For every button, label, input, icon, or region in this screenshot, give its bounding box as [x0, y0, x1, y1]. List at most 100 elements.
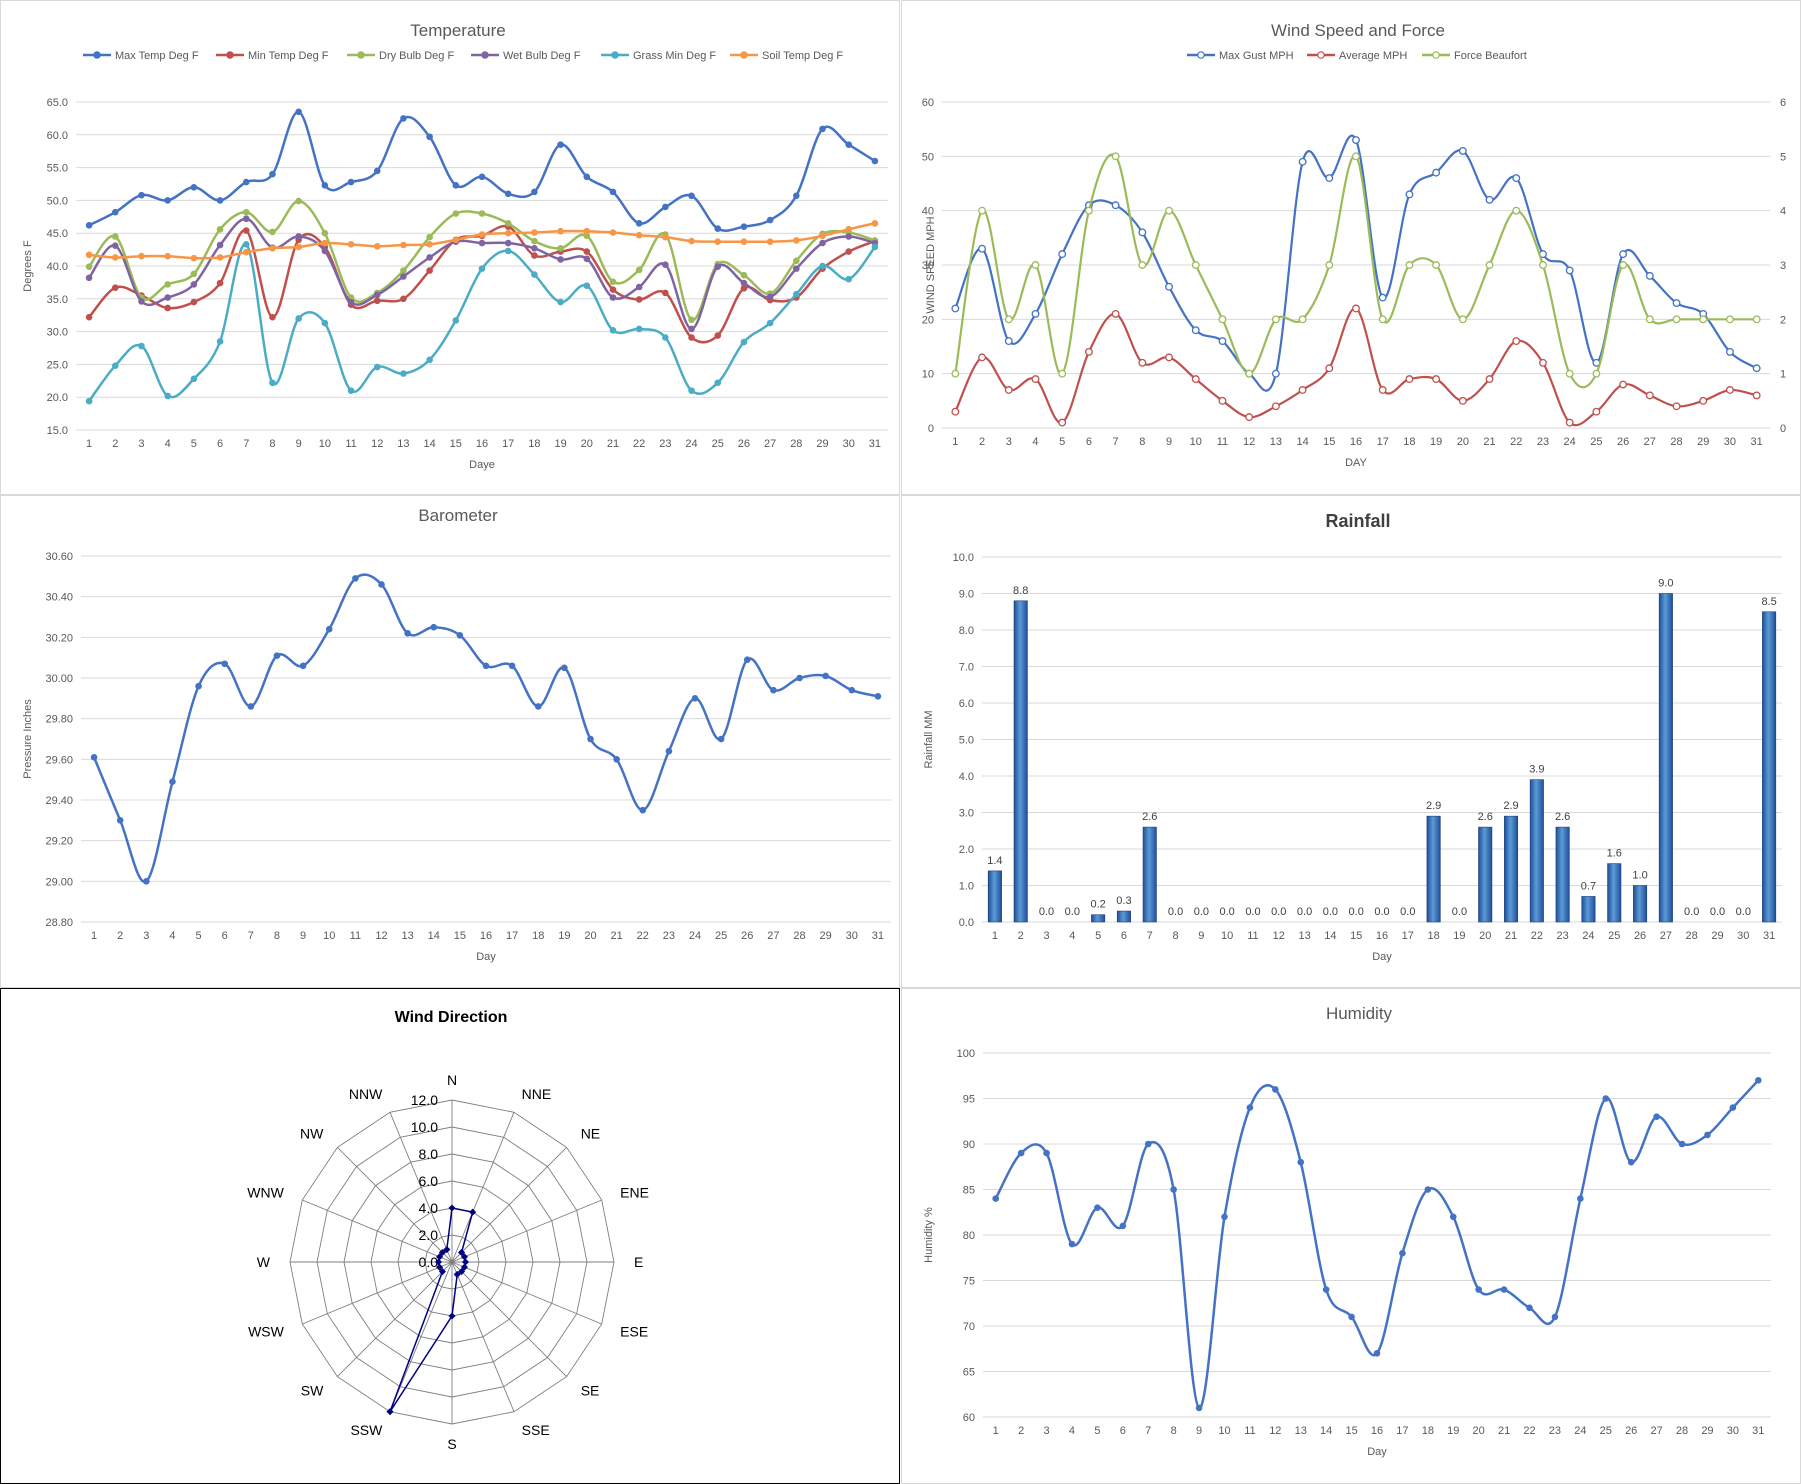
data-point [164, 197, 171, 204]
x-tick-label: 18 [1422, 1425, 1434, 1437]
wind-chart-panel: Wind Speed and Force 0 10 20 30 40 50 60 0 1 2 3 4 5 6… [901, 0, 1801, 495]
y-tick-label: 1.0 [959, 881, 974, 893]
data-point [1218, 396, 1227, 405]
x-tick-label: 30 [843, 438, 855, 450]
data-point [347, 298, 355, 306]
data-point [1592, 369, 1601, 378]
data-point [609, 326, 617, 334]
data-point [164, 281, 171, 288]
x-tick-label: 3 [1043, 930, 1049, 942]
data-point [992, 1195, 1000, 1202]
rainfall-bar [987, 870, 1002, 923]
radar-spoke [451, 1112, 515, 1263]
x-tick-label: 2 [117, 930, 123, 942]
data-label: 0.0 [1684, 906, 1699, 918]
data-point [1500, 1286, 1508, 1293]
rainfall-bar [1478, 826, 1493, 923]
legend-label: Force Beaufort [1454, 50, 1527, 62]
data-point [85, 263, 93, 270]
x-tick-label: 3 [138, 438, 144, 450]
data-point [587, 735, 594, 743]
data-point [740, 223, 748, 230]
x-tick-label: 9 [1198, 930, 1204, 942]
data-point [85, 397, 93, 405]
data-point [1043, 1149, 1050, 1157]
direction-label: ESE [620, 1324, 648, 1340]
data-point [85, 251, 93, 259]
x-tick-label: 29 [816, 438, 828, 450]
data-point [639, 806, 647, 814]
data-point [504, 247, 512, 255]
rainfall-bar [1658, 593, 1673, 923]
y-tick-label: 30 [922, 260, 934, 272]
y-tick-label: 95 [963, 1094, 975, 1106]
data-point [819, 232, 826, 240]
data-point [111, 362, 119, 370]
data-point [190, 298, 198, 306]
series-line [954, 134, 1758, 392]
x-tick-label: 11 [1217, 436, 1228, 448]
y-tick-label: 65.0 [47, 97, 68, 109]
data-point [1645, 271, 1654, 280]
data-point [635, 266, 643, 274]
x-tick-label: 30 [1724, 436, 1736, 448]
x-tick-label: 24 [1574, 1425, 1586, 1437]
radial-tick-label: 4.0 [419, 1200, 439, 1216]
rainfall-bar [1762, 611, 1777, 923]
data-point [635, 283, 643, 291]
data-point [138, 342, 145, 350]
x-tick-label: 14 [428, 930, 440, 942]
data-point [1729, 1104, 1737, 1111]
data-point [242, 215, 250, 223]
data-point [347, 387, 355, 394]
data-point [609, 294, 617, 301]
temperature-chart: Temperature 15.0 20.0 25.0 30.0 35.0 40.0 45.0 5… [22, 21, 888, 471]
x-tick-label: 5 [1059, 436, 1065, 448]
x-tick-label: 14 [1324, 930, 1336, 942]
x-tick-label: 9 [1166, 436, 1172, 448]
data-point [1004, 315, 1013, 324]
data-point [164, 392, 171, 400]
data-point [583, 227, 591, 235]
y-tick-label: 10.0 [953, 552, 974, 564]
barometer-chart: Barometer 28.80 29.00 29.20 29.40 29.60 29.80 3… [22, 506, 891, 963]
data-label: 0.0 [1710, 906, 1725, 918]
data-point [1399, 1249, 1406, 1257]
legend-marker [1432, 51, 1440, 59]
data-point [1246, 1104, 1254, 1111]
data-point [740, 271, 748, 279]
data-point [845, 248, 853, 255]
data-point [1297, 1158, 1305, 1166]
data-point [269, 244, 276, 252]
data-point [1432, 375, 1441, 384]
y-tick-label: 3.0 [959, 808, 974, 820]
data-point [845, 141, 853, 148]
y-tick-label: 29.00 [45, 876, 73, 888]
data-point [1165, 206, 1173, 215]
radar-spoke [451, 1261, 602, 1325]
data-point [478, 265, 486, 272]
data-point [452, 236, 460, 244]
y-tick-label: 40.0 [47, 261, 68, 273]
data-point [871, 157, 879, 165]
y-tick-label: 55.0 [47, 163, 68, 175]
y-tick-label: 28.80 [45, 917, 73, 929]
x-tick-label: 17 [1402, 930, 1414, 942]
x-tick-label: 2 [979, 436, 985, 448]
x-axis-title: DAY [1345, 457, 1367, 469]
x-tick-label: 4 [165, 438, 171, 450]
data-point [216, 254, 224, 261]
radar-spoke [451, 1261, 515, 1412]
y-tick-label: 60 [922, 97, 934, 109]
data-point [400, 241, 407, 249]
data-point [951, 304, 960, 313]
data-point [1405, 375, 1414, 384]
direction-label: WNW [247, 1184, 284, 1200]
data-point [378, 581, 385, 588]
x-tick-label: 26 [1625, 1425, 1637, 1437]
data-point [1458, 396, 1467, 405]
data-point [1378, 315, 1387, 324]
data-point [1138, 358, 1147, 367]
data-point [740, 338, 748, 346]
chart-title: Wind Speed and Force [1271, 21, 1445, 40]
